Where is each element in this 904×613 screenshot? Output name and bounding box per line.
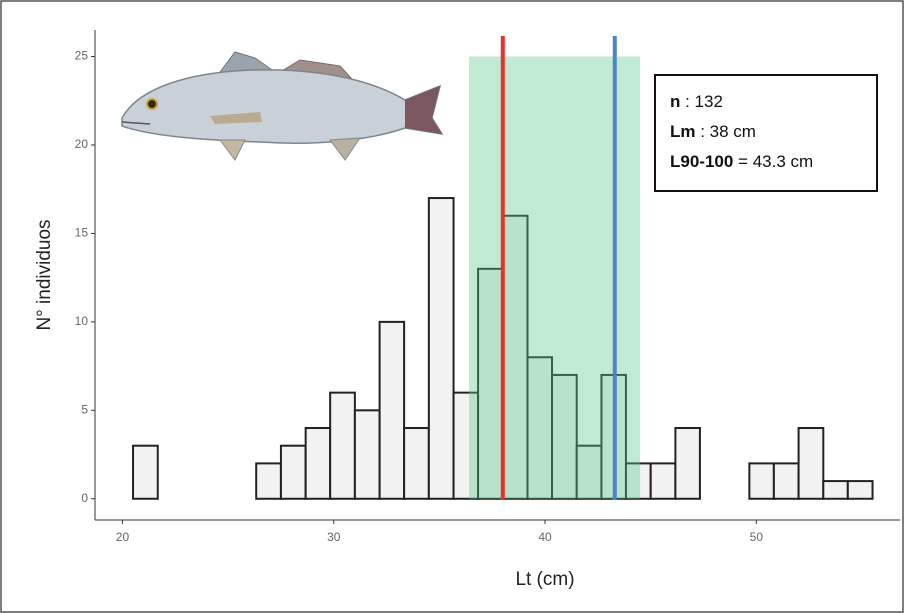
y-axis-title: N° individuos [34,219,55,330]
bar [748,462,775,500]
annotation-text: : 38 cm [696,122,756,141]
y-tick-label: 10 [75,314,89,328]
bar [279,444,307,500]
bar [353,409,381,500]
y-tick-label: 20 [75,137,89,151]
bar [477,267,504,500]
bar [822,480,849,500]
annotation-key: L90-100 [670,152,733,171]
y-tick-label: 0 [81,491,88,505]
bar [846,480,874,500]
y-tick-label: 15 [75,226,89,240]
annotation-line: Lm : 38 cm [670,122,756,141]
y-tick-label: 25 [75,49,89,63]
bar [649,462,677,500]
bar [378,320,406,500]
annotation-box: n : 132 Lm : 38 cm L90-100 = 43.3 cm [654,74,878,192]
annotation-text: = 43.3 cm [733,152,813,171]
x-axis-title: Lt (cm) [515,569,574,590]
x-tick-label: 50 [750,530,764,544]
bar [674,427,701,500]
bar [624,462,652,500]
bar [132,444,159,500]
bar [551,373,578,500]
bar [255,462,282,500]
annotation-frame [654,74,878,192]
bar [526,356,554,500]
fish-illustration [121,51,444,161]
bar [427,197,455,500]
y-tick-label: 5 [81,402,88,416]
annotation-text: : 132 [680,92,723,111]
bar [772,462,800,500]
shaded-region [468,56,641,499]
bar [797,427,825,500]
bar [403,427,430,500]
annotation-line: n : 132 [670,92,723,111]
bar [304,427,332,500]
x-tick-label: 30 [327,530,341,544]
x-tick-label: 20 [116,530,130,544]
annotation-line: L90-100 = 43.3 cm [670,152,813,171]
annotation-key: n [670,92,680,111]
x-tick-label: 40 [538,530,552,544]
bar [452,391,480,500]
annotation-key: Lm [670,122,696,141]
bar [329,391,356,500]
